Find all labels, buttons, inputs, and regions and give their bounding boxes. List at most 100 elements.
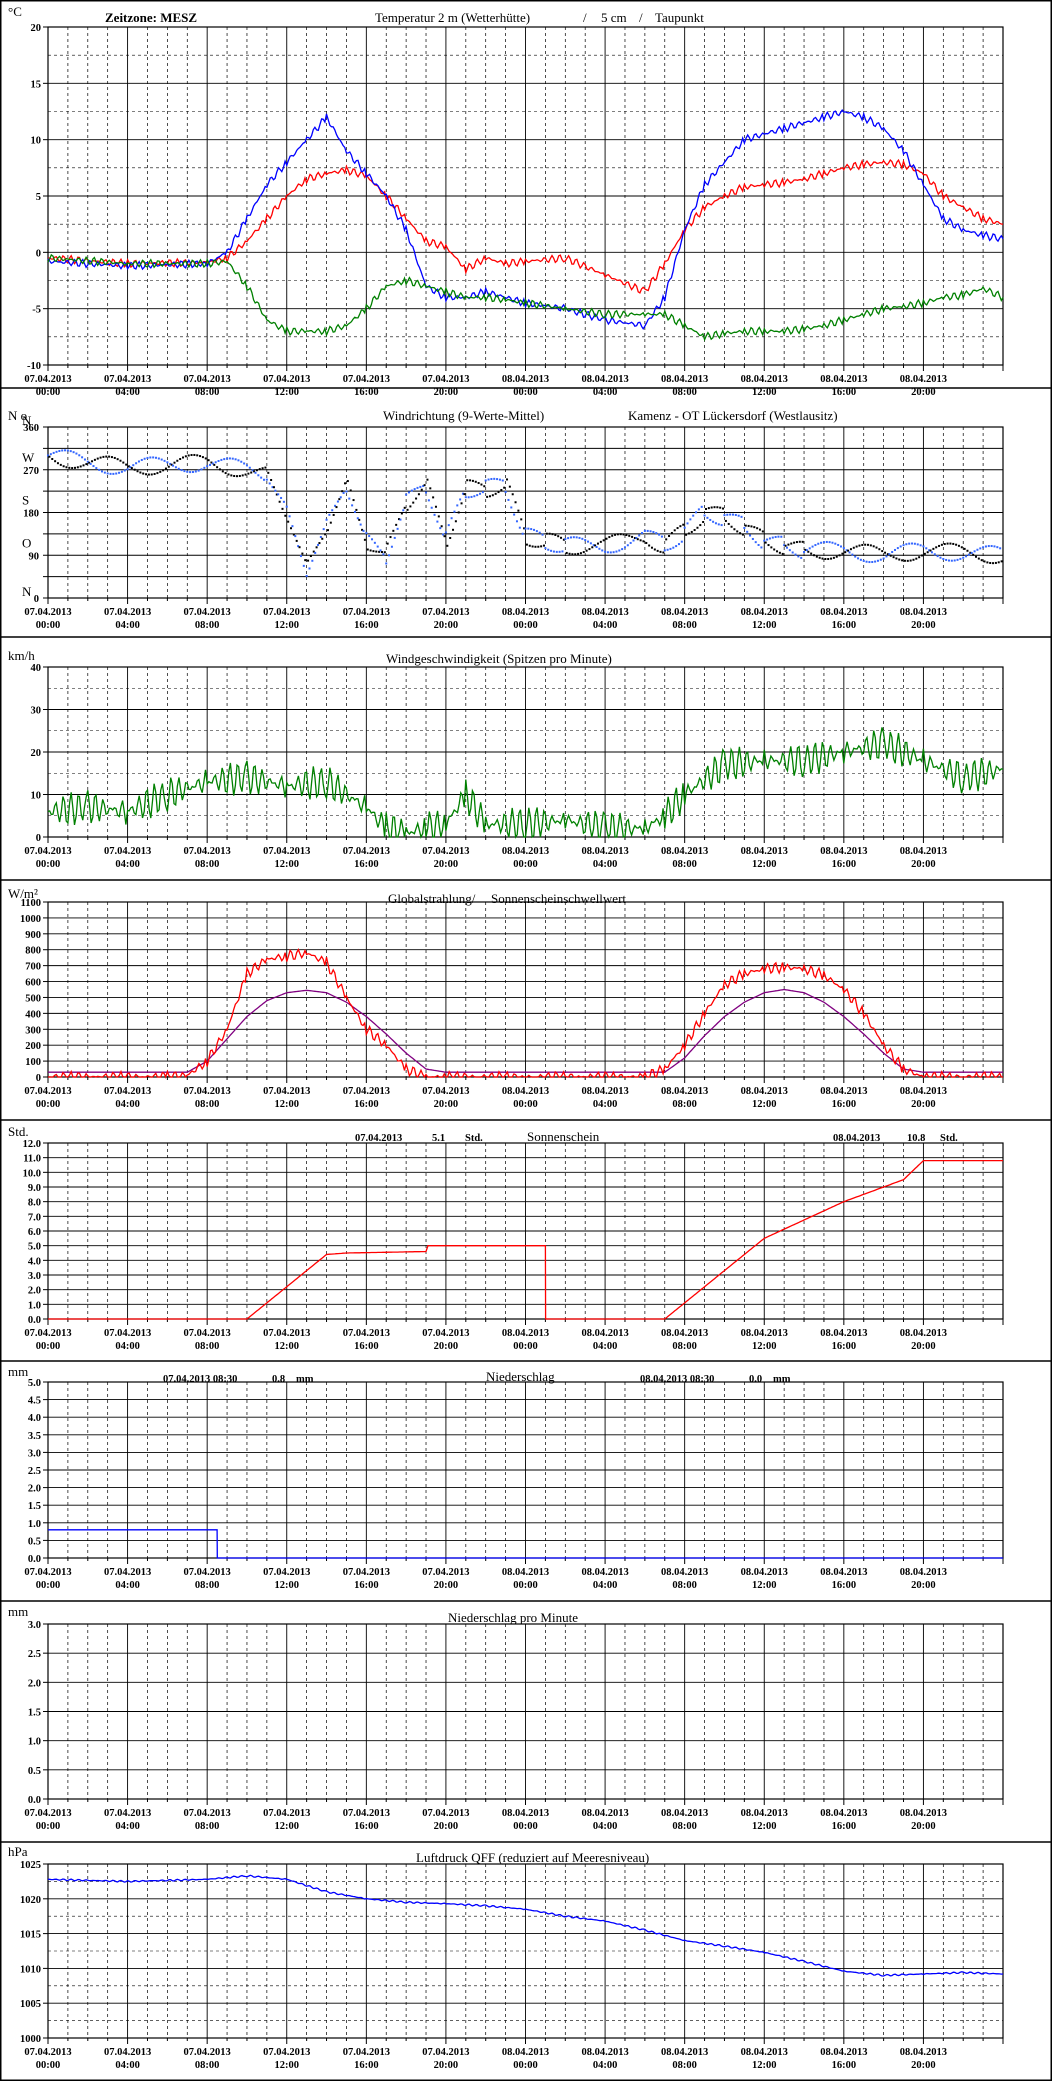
wind-direction-point — [82, 464, 85, 467]
y-tick-label: 1000 — [20, 914, 41, 925]
wind-direction-point — [150, 473, 153, 476]
wind-direction-point — [878, 548, 881, 551]
wind-direction-point — [579, 552, 582, 555]
wind-direction-point — [812, 554, 815, 557]
wind-direction-point — [513, 513, 516, 516]
x-tick-time-label: 08:00 — [195, 1580, 220, 1591]
wind-direction-point — [966, 549, 969, 552]
wind-direction-point — [507, 498, 510, 501]
wind-direction-point — [282, 500, 285, 503]
wind-direction-point — [92, 465, 95, 468]
x-tick-time-label: 12:00 — [275, 1821, 300, 1832]
y-tick-label: 4.5 — [28, 1396, 41, 1407]
wind-direction-point — [217, 459, 220, 462]
wind-direction-point — [982, 546, 985, 549]
wind-direction-point — [940, 543, 943, 546]
wind-direction-point — [371, 538, 374, 541]
wind-direction-point — [264, 466, 267, 469]
wind-direction-point — [717, 523, 720, 526]
x-tick-date-label: 07.04.2013 — [422, 1567, 469, 1578]
wind-direction-point — [594, 544, 597, 547]
y-unit-label: W/m² — [8, 886, 38, 901]
x-tick-time-label: 12:00 — [275, 1580, 300, 1591]
wind-direction-point — [726, 513, 729, 516]
wind-direction-point — [226, 457, 229, 460]
x-tick-date-label: 08.04.2013 — [661, 1567, 708, 1578]
series-line-0-1 — [47, 109, 1004, 331]
wind-direction-point — [538, 531, 541, 534]
wind-direction-point — [233, 474, 236, 477]
x-tick-time-label: 04:00 — [593, 620, 618, 631]
y-tick-label: 4.0 — [28, 1256, 41, 1267]
wind-direction-point — [569, 536, 572, 539]
wind-direction-point — [169, 462, 172, 465]
wind-direction-point — [322, 528, 325, 531]
wind-direction-point — [292, 533, 295, 536]
wind-direction-point — [820, 541, 823, 544]
wind-direction-point — [668, 535, 671, 538]
wind-direction-point — [200, 468, 203, 471]
wind-direction-point — [126, 468, 129, 471]
wind-direction-point — [520, 518, 523, 521]
x-tick-time-label: 16:00 — [354, 620, 379, 631]
wind-direction-point — [956, 558, 959, 561]
wind-direction-point — [439, 527, 442, 530]
wind-direction-point — [650, 546, 653, 549]
wind-direction-point — [901, 559, 904, 562]
day2-value: 10.8 — [907, 1133, 925, 1144]
wind-direction-point — [611, 534, 614, 537]
x-tick-time-label: 00:00 — [36, 2060, 61, 2071]
x-tick-time-label: 08:00 — [195, 2060, 220, 2071]
y-tick-label: 30 — [31, 706, 42, 717]
x-tick-time-label: 08:00 — [672, 859, 697, 870]
wind-direction-point — [596, 542, 599, 545]
wind-direction-point — [906, 559, 909, 562]
x-tick-time-label: 20:00 — [911, 620, 936, 631]
y-tick-label: 10.0 — [23, 1168, 41, 1179]
x-tick-time-label: 16:00 — [832, 387, 857, 398]
wind-direction-point — [967, 553, 970, 556]
wind-direction-point — [588, 548, 591, 551]
compass-letter: O — [22, 535, 31, 550]
wind-direction-point — [689, 518, 692, 521]
x-tick-time-label: 12:00 — [275, 387, 300, 398]
wind-direction-point — [355, 508, 358, 511]
wind-direction-point — [299, 555, 302, 558]
wind-direction-point — [230, 474, 233, 477]
wind-direction-point — [764, 541, 767, 544]
wind-direction-point — [223, 458, 226, 461]
wind-direction-point — [389, 536, 392, 539]
y-tick-label: 1010 — [20, 1964, 41, 1975]
wind-direction-point — [130, 467, 133, 470]
wind-direction-point — [965, 555, 968, 558]
wind-direction-point — [245, 464, 248, 467]
wind-direction-point — [851, 553, 854, 556]
x-tick-date-label: 07.04.2013 — [422, 1808, 469, 1819]
wind-direction-point — [882, 557, 885, 560]
x-tick-date-label: 08.04.2013 — [820, 2047, 867, 2058]
wind-direction-point — [872, 545, 875, 548]
wind-direction-point — [574, 553, 577, 556]
wind-direction-point — [129, 466, 132, 469]
wind-direction-point — [839, 545, 842, 548]
wind-direction-point — [91, 460, 94, 463]
x-tick-time-label: 20:00 — [911, 1580, 936, 1591]
wind-direction-point — [919, 544, 922, 547]
wind-direction-point — [587, 540, 590, 543]
wind-direction-point — [106, 472, 109, 475]
wind-direction-point — [275, 493, 278, 496]
wind-direction-point — [214, 461, 217, 464]
x-tick-date-label: 08.04.2013 — [820, 1086, 867, 1097]
wind-direction-point — [821, 557, 824, 560]
wind-direction-point — [271, 486, 274, 489]
wind-direction-point — [398, 518, 401, 521]
x-tick-date-label: 08.04.2013 — [741, 374, 788, 385]
wind-direction-point — [498, 478, 501, 481]
wind-direction-point — [284, 514, 287, 517]
wind-direction-point — [177, 467, 180, 470]
wind-direction-point — [298, 546, 301, 549]
x-tick-date-label: 08.04.2013 — [820, 846, 867, 857]
wind-direction-point — [119, 459, 122, 462]
day2-label: 08.04.2013 08:30 — [640, 1374, 714, 1385]
wind-direction-point — [224, 472, 227, 475]
